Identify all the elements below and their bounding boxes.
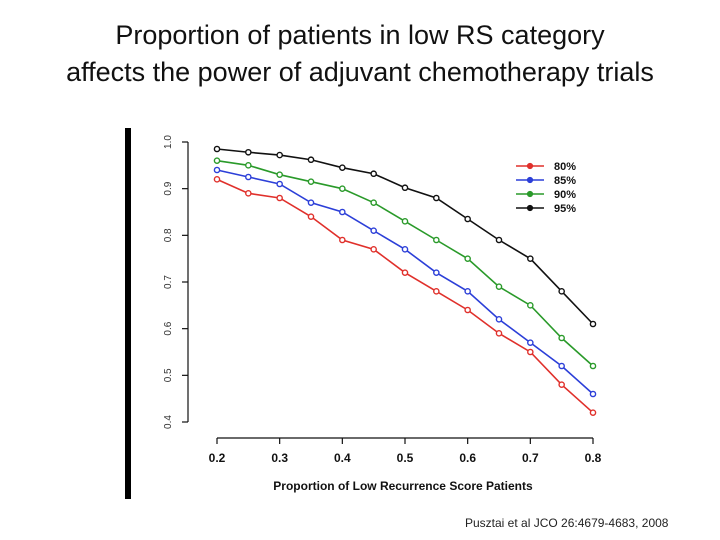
data-point: [433, 194, 440, 202]
data-point: [464, 215, 471, 223]
series-line: [216, 169, 594, 395]
data-point: [370, 170, 377, 178]
chart-series: [213, 145, 597, 416]
series-85pct: [213, 166, 597, 398]
y-tick-label: 0.4: [163, 415, 174, 429]
y-tick-label: 0.9: [163, 181, 174, 195]
data-point: [213, 157, 221, 164]
x-tick-label: 0.6: [459, 451, 476, 465]
data-point: [558, 288, 565, 295]
data-point: [527, 348, 534, 356]
data-point: [307, 156, 315, 164]
data-point: [464, 288, 471, 295]
data-point: [307, 199, 315, 206]
data-point: [370, 199, 377, 206]
data-point: [589, 320, 597, 328]
data-point: [245, 148, 252, 156]
legend-marker: [526, 204, 534, 212]
slide-title-line-1: Proportion of patients in low RS categor…: [115, 20, 605, 50]
legend-label: 95%: [554, 203, 576, 215]
data-point: [276, 194, 283, 202]
legend-label: 85%: [554, 175, 576, 187]
data-point: [276, 151, 283, 159]
y-tick-label: 0.5: [163, 368, 174, 382]
y-tick-label: 1.0: [163, 135, 174, 149]
data-point: [433, 236, 440, 244]
data-point: [401, 184, 409, 192]
data-point: [370, 227, 377, 234]
chart-legend: 80% 85% 90% 95%: [516, 161, 576, 215]
x-tick-label: 0.5: [397, 451, 414, 465]
data-point: [339, 208, 346, 216]
x-tick-label: 0.8: [585, 451, 602, 465]
data-point: [245, 173, 252, 181]
data-point: [213, 166, 221, 174]
series-line: [216, 178, 594, 414]
data-point: [495, 330, 503, 337]
data-point: [307, 213, 315, 220]
data-point: [339, 236, 346, 244]
data-point: [401, 269, 409, 276]
data-point: [213, 145, 221, 153]
data-point: [527, 255, 534, 262]
data-point: [558, 362, 565, 370]
x-tick-label: 0.3: [271, 451, 288, 465]
series-line: [216, 159, 594, 367]
legend-label: 90%: [554, 189, 576, 201]
series-80pct: [213, 176, 597, 416]
data-point: [276, 171, 283, 178]
data-point: [433, 288, 440, 295]
data-point: [558, 334, 565, 342]
data-point: [464, 255, 471, 262]
data-point: [589, 409, 597, 416]
data-point: [307, 178, 315, 185]
citation-text: Pusztai et al JCO 26:4679-4683, 2008: [465, 516, 669, 530]
data-point: [276, 180, 283, 188]
data-point: [589, 390, 597, 398]
y-tick-label: 0.7: [163, 275, 174, 289]
x-tick-label: 0.2: [209, 451, 226, 465]
data-point: [495, 316, 503, 323]
data-point: [558, 381, 565, 388]
data-point: [589, 362, 597, 370]
series-95pct: [213, 145, 597, 328]
chart-axes: 0.2 0.3 0.4 0.5 0.6 0.7 0.8 0.4 0.5 0.6 0.7 0.8 0.9 1…: [163, 135, 602, 465]
legend-marker: [526, 162, 534, 170]
slide-title-line-2: affects the power of adjuvant chemothera…: [66, 57, 654, 87]
data-point: [433, 269, 440, 276]
data-point: [339, 164, 346, 171]
data-point: [495, 283, 503, 290]
legend-marker: [526, 190, 534, 198]
x-tick-label: 0.7: [522, 451, 539, 465]
data-point: [213, 176, 221, 183]
legend-marker: [526, 176, 534, 184]
data-point: [527, 302, 534, 309]
data-point: [527, 339, 534, 346]
series-line: [216, 148, 594, 325]
data-point: [370, 246, 377, 253]
x-axis-label: Proportion of Low Recurrence Score Patie…: [273, 479, 533, 493]
x-tick-label: 0.4: [334, 451, 351, 465]
data-point: [401, 246, 409, 253]
legend-label: 80%: [554, 161, 576, 173]
data-point: [401, 218, 409, 225]
data-point: [339, 185, 346, 192]
series-90pct: [213, 157, 597, 370]
y-tick-label: 0.8: [163, 228, 174, 242]
data-point: [495, 236, 503, 244]
data-point: [245, 190, 252, 197]
decorative-vertical-bar: [125, 128, 131, 499]
y-tick-label: 0.6: [163, 321, 174, 335]
data-point: [245, 162, 252, 169]
data-point: [464, 306, 471, 314]
